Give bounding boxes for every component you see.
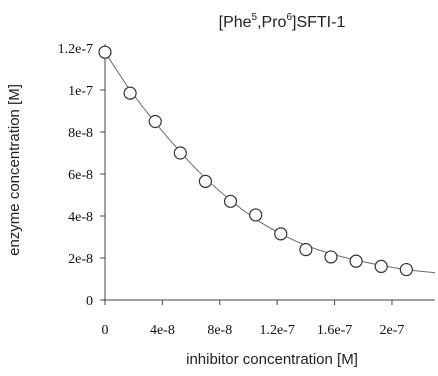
chart-title-suffix: ]SFTI-1 [292, 14, 345, 31]
data-point [349, 254, 363, 268]
x-tick-label: 1.2e-7 [259, 323, 294, 338]
data-point [374, 259, 388, 273]
data-point [198, 174, 213, 188]
data-point [98, 45, 112, 59]
chart-title: [Phe5,Pro6]SFTI-1 [219, 12, 346, 31]
chart-title-prefix: [Phe [219, 14, 252, 31]
data-point [148, 114, 162, 129]
data-point [223, 194, 238, 208]
y-tick-label: 1e-7 [68, 84, 93, 99]
y-tick-label: 4e-8 [68, 210, 93, 225]
data-point [299, 243, 313, 257]
y-tick-label: 2e-8 [68, 252, 93, 267]
data-point [123, 86, 137, 100]
data-point [399, 262, 413, 277]
x-tick-label: 1.6e-7 [317, 323, 352, 338]
chart-title-sup-6: 6 [286, 12, 292, 23]
data-point [249, 208, 263, 222]
x-axis-ticks: 0 4e-8 8e-8 1.2e-7 1.6e-7 2e-7 [102, 300, 405, 338]
axes [104, 44, 435, 301]
y-tick-label: 0 [86, 294, 93, 309]
x-tick-label: 8e-8 [207, 323, 232, 338]
x-axis-label: inhibitor concentration [M] [186, 351, 358, 368]
chart-title-mid: ,Pro [257, 14, 286, 31]
y-axis-label: enzyme concentration [M] [6, 84, 23, 256]
chart-title-sup-5: 5 [252, 12, 258, 23]
x-tick-label: 2e-7 [380, 323, 405, 338]
x-tick-label: 0 [102, 323, 109, 338]
data-point [173, 146, 187, 160]
y-tick-label: 6e-8 [68, 168, 93, 183]
x-tick-label: 4e-8 [150, 323, 175, 338]
data-points [98, 45, 413, 277]
y-axis-ticks: 0 2e-8 4e-8 6e-8 8e-8 1e-7 1.2e-7 [58, 42, 105, 309]
fit-curve [104, 51, 436, 274]
data-point [274, 227, 288, 241]
y-tick-label: 8e-8 [68, 126, 93, 141]
data-point [324, 250, 338, 264]
y-tick-label: 1.2e-7 [58, 42, 93, 57]
